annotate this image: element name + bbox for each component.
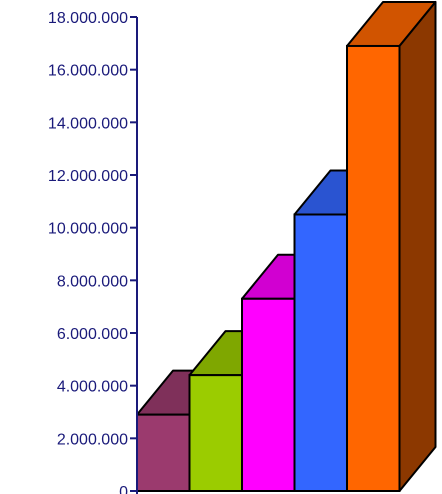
bar-front-face [188, 374, 243, 492]
y-axis-ticks: 0 2.000.000 4.000.000 6.000.000 8.000.000 10.… [48, 10, 137, 494]
bar-side-face [398, 0, 437, 492]
y-tick-label: 18.000.000 [48, 10, 128, 27]
y-tick-label: 8.000.000 [57, 273, 128, 290]
y-tick-label: 4.000.000 [57, 379, 128, 396]
bar-front-face [346, 44, 401, 492]
y-tick-label: 0 [119, 484, 128, 494]
bar [346, 0, 437, 492]
y-tick-label: 16.000.000 [48, 63, 128, 80]
bars [136, 0, 437, 492]
y-tick-label: 2.000.000 [57, 431, 128, 448]
y-tick-label: 12.000.000 [48, 168, 128, 185]
bar-front-face [136, 413, 191, 492]
bar-front-face [293, 213, 348, 492]
y-tick-label: 6.000.000 [57, 326, 128, 343]
y-tick-label: 14.000.000 [48, 115, 128, 132]
y-tick-label: 10.000.000 [48, 221, 128, 238]
bar-front-face [241, 297, 296, 492]
